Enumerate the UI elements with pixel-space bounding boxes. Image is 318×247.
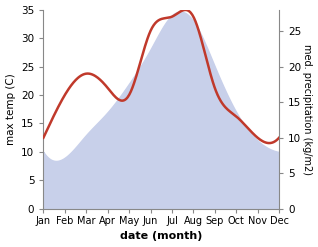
Y-axis label: max temp (C): max temp (C) — [5, 73, 16, 145]
Y-axis label: med. precipitation (kg/m2): med. precipitation (kg/m2) — [302, 44, 313, 175]
X-axis label: date (month): date (month) — [120, 231, 203, 242]
